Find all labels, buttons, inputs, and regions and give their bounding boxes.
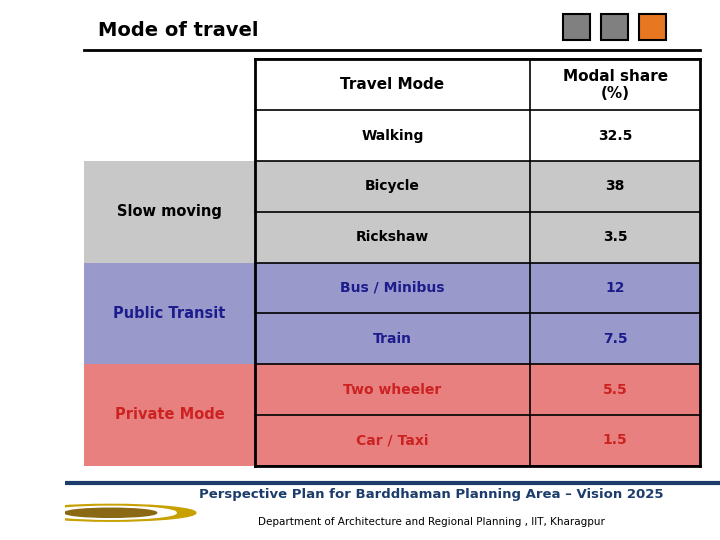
Text: Bicycle: Bicycle <box>365 179 420 193</box>
Text: 32.5: 32.5 <box>598 129 632 143</box>
Text: Modal share
(%): Modal share (%) <box>562 69 667 101</box>
FancyBboxPatch shape <box>530 313 701 364</box>
FancyBboxPatch shape <box>255 364 530 415</box>
Text: Walking: Walking <box>361 129 423 143</box>
FancyBboxPatch shape <box>84 262 255 364</box>
Text: Department of Architecture and Regional Planning , IIT, Kharagpur: Department of Architecture and Regional … <box>258 517 605 527</box>
Text: Public Transit: Public Transit <box>114 306 226 321</box>
Circle shape <box>65 508 157 517</box>
FancyBboxPatch shape <box>639 14 666 40</box>
FancyBboxPatch shape <box>84 161 255 262</box>
Text: Rickshaw: Rickshaw <box>356 230 429 244</box>
FancyBboxPatch shape <box>255 110 530 161</box>
FancyBboxPatch shape <box>255 262 530 313</box>
Circle shape <box>45 507 176 519</box>
FancyBboxPatch shape <box>530 59 701 110</box>
FancyBboxPatch shape <box>563 14 590 40</box>
Text: Two wheeler: Two wheeler <box>343 382 441 396</box>
FancyBboxPatch shape <box>530 161 701 212</box>
Text: 7.5: 7.5 <box>603 332 628 346</box>
FancyBboxPatch shape <box>84 110 255 161</box>
FancyBboxPatch shape <box>530 415 701 465</box>
FancyBboxPatch shape <box>530 262 701 313</box>
FancyBboxPatch shape <box>255 313 530 364</box>
Text: 3.5: 3.5 <box>603 230 628 244</box>
Text: Private Mode: Private Mode <box>114 407 225 422</box>
Text: 38: 38 <box>606 179 625 193</box>
FancyBboxPatch shape <box>530 212 701 262</box>
Text: TRAFFIC & TRANSPORT: TRAFFIC & TRANSPORT <box>23 153 42 387</box>
FancyBboxPatch shape <box>255 59 530 110</box>
FancyBboxPatch shape <box>255 415 530 465</box>
FancyBboxPatch shape <box>255 212 530 262</box>
Text: Perspective Plan for Barddhaman Planning Area – Vision 2025: Perspective Plan for Barddhaman Planning… <box>199 488 664 501</box>
Text: Bus / Minibus: Bus / Minibus <box>340 281 445 295</box>
Text: Mode of travel: Mode of travel <box>98 22 258 40</box>
Text: 12: 12 <box>606 281 625 295</box>
FancyBboxPatch shape <box>530 110 701 161</box>
Text: Travel Mode: Travel Mode <box>341 77 444 92</box>
Text: 5.5: 5.5 <box>603 382 628 396</box>
Circle shape <box>25 504 196 521</box>
FancyBboxPatch shape <box>600 14 629 40</box>
FancyBboxPatch shape <box>255 161 530 212</box>
Text: 1.5: 1.5 <box>603 433 628 447</box>
Text: Train: Train <box>373 332 412 346</box>
Text: Slow moving: Slow moving <box>117 204 222 219</box>
Text: Car / Taxi: Car / Taxi <box>356 433 428 447</box>
FancyBboxPatch shape <box>530 364 701 415</box>
FancyBboxPatch shape <box>84 364 255 465</box>
